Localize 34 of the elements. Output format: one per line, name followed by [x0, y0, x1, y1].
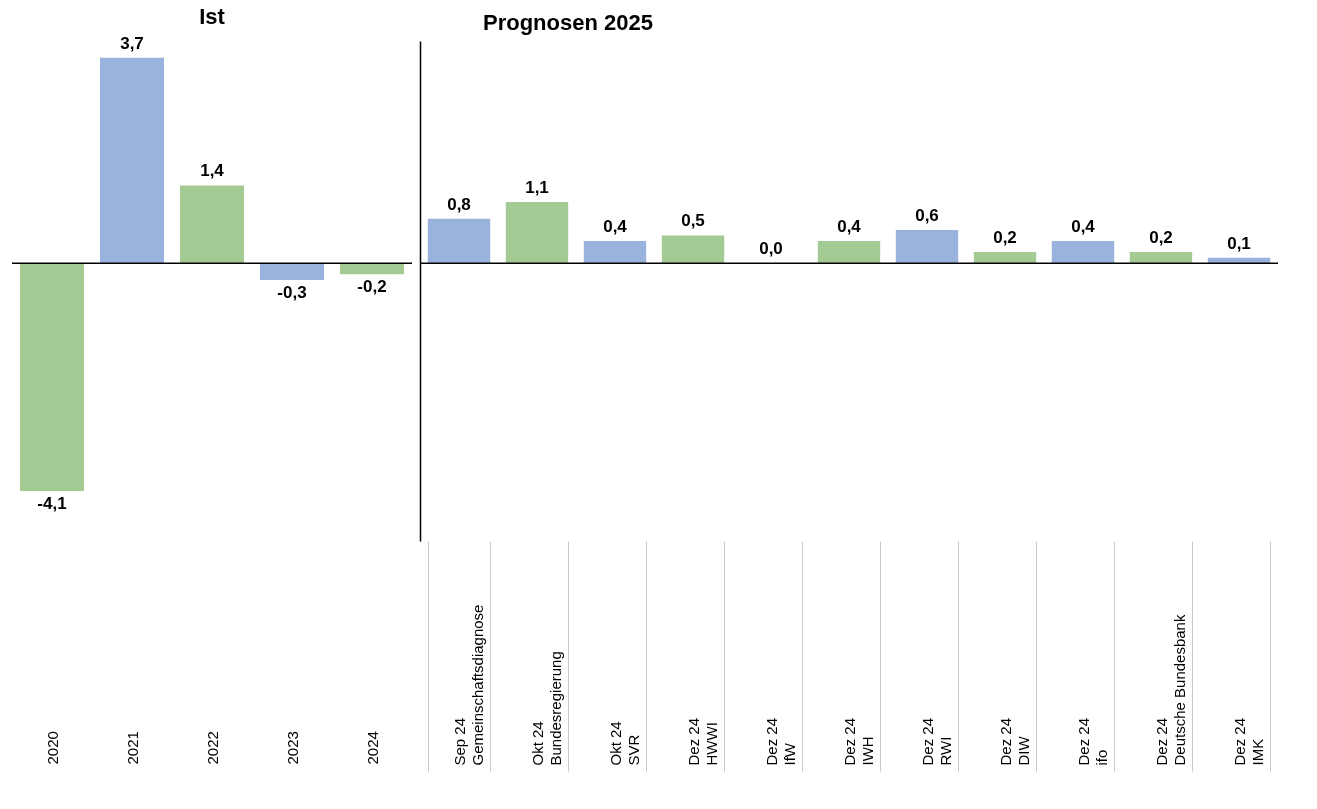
data-label: 0,5	[681, 211, 705, 231]
x-tick-label: 2022	[203, 731, 221, 765]
data-label: 0,0	[759, 239, 783, 259]
x-tick-label: 2021	[123, 731, 141, 765]
data-label: -0,2	[357, 277, 387, 297]
data-label: 0,4	[603, 217, 628, 236]
x-tick-label: Dez 24 DIW	[996, 717, 1032, 766]
data-label: -0,3	[277, 282, 307, 302]
data-label: 0,2	[1149, 228, 1173, 248]
data-label: -4,1	[37, 494, 67, 513]
chart-title: Ist	[199, 3, 226, 29]
x-tick-label: Dez 24 IfW	[762, 717, 798, 766]
x-tick-label: 2020	[43, 731, 61, 765]
x-tick-label: Okt 24 SVR	[606, 721, 642, 766]
data-label: 0,1	[1227, 233, 1251, 253]
data-label: 0,8	[447, 194, 471, 214]
x-tick-label: 2023	[283, 731, 301, 765]
data-label: 0,2	[993, 228, 1017, 248]
x-tick-label: Dez 24 HWWI	[684, 717, 720, 766]
data-label: 1,1	[525, 178, 549, 198]
data-label: 0,4	[1071, 217, 1096, 236]
x-tick-label: Dez 24 IWH	[840, 717, 876, 766]
data-label: 0,6	[915, 205, 939, 225]
data-label: 3,7	[120, 33, 144, 53]
x-tick-label: Dez 24 Deutsche Bundesbank	[1152, 614, 1188, 766]
data-label: 0,4	[837, 217, 862, 236]
x-tick-label: Dez 24 RWI	[918, 717, 954, 766]
x-tick-label: Okt 24 Bundesregierung	[528, 651, 564, 766]
x-tick-label: Sep 24 Gemeinschaftsdiagnose	[450, 604, 486, 766]
data-label: 1,4	[200, 161, 225, 181]
x-tick-label: Dez 24 IMK	[1230, 717, 1266, 766]
x-tick-label: 2024	[363, 731, 381, 765]
chart-title: Prognosen 2025	[483, 10, 653, 35]
x-tick-label: Dez 24 ifo	[1074, 717, 1110, 766]
